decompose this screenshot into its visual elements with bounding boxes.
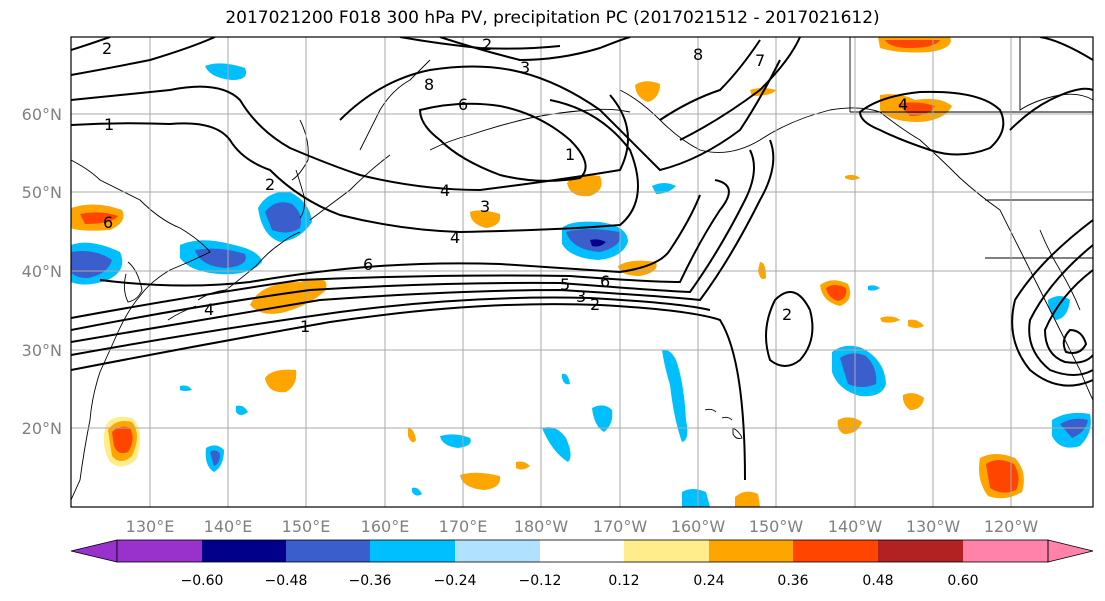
colorbar-extend-high (1047, 539, 1094, 563)
contour-label-2: 2 (102, 39, 112, 58)
map-title: 2017021200 F018 300 hPa PV, precipitatio… (225, 8, 880, 28)
lat-label-40n: 40°N (22, 262, 62, 281)
colorbar-swatch-1 (117, 540, 202, 562)
colorbar-tick: −0.48 (265, 573, 308, 589)
contour-label-7: 7 (755, 51, 765, 70)
contour-label-2c: 2 (590, 295, 600, 314)
colorbar-swatch-4 (370, 540, 456, 562)
lon-label-160w: 160°W (671, 517, 726, 536)
colorbar-swatch-3 (286, 540, 371, 562)
colorbar-extend-low (70, 539, 118, 563)
colorbar-swatch-2 (202, 540, 287, 562)
contour-label-6d: 6 (458, 95, 468, 114)
colorbar-swatch-6 (540, 540, 625, 562)
colorbar-tick: 0.24 (693, 573, 724, 589)
contour-label-1c: 1 (300, 317, 310, 336)
colorbar-tick: −0.24 (434, 573, 477, 589)
lon-label-120w: 120°W (984, 517, 1039, 536)
contour-label-8b: 8 (424, 75, 434, 94)
lon-label-160e: 160°E (361, 517, 410, 536)
lon-label-150w: 150°W (749, 517, 804, 536)
lon-label-130w: 130°W (906, 517, 961, 536)
colorbar-tick: 0.60 (947, 573, 978, 589)
colorbar-tick: −0.12 (519, 573, 562, 589)
colorbar-tick: −0.60 (181, 573, 224, 589)
colorbar-tick: −0.36 (349, 573, 392, 589)
latitude-labels: 60°N 50°N 40°N 30°N 20°N (22, 105, 62, 438)
lat-label-60n: 60°N (22, 105, 62, 124)
lat-lon-grid (71, 37, 1093, 507)
contour-label-4c: 4 (204, 300, 214, 319)
pv-contours (71, 37, 1093, 481)
contour-label-1: 1 (104, 115, 114, 134)
colorbar: −0.60 −0.48 −0.36 −0.24 −0.12 0.12 0.24 … (70, 539, 1094, 589)
contour-label-3: 3 (480, 197, 490, 216)
contour-label-4: 4 (440, 181, 450, 200)
contour-label-4b: 4 (450, 228, 460, 247)
lon-label-180w: 180°W (514, 517, 569, 536)
contour-label-3b: 3 (576, 287, 586, 306)
contour-label-6c: 6 (600, 272, 610, 291)
colorbar-tick: 0.12 (608, 573, 639, 589)
contour-label-2b: 2 (265, 175, 275, 194)
colorbar-tick: 0.36 (777, 573, 808, 589)
colorbar-swatch-9 (793, 540, 879, 562)
lat-label-30n: 30°N (22, 341, 62, 360)
contour-label-5: 5 (560, 275, 570, 294)
contour-label-2e: 2 (482, 35, 492, 54)
lon-label-170e: 170°E (439, 517, 488, 536)
contour-label-1b: 1 (565, 145, 575, 164)
colorbar-swatch-10 (878, 540, 963, 562)
lon-label-170w: 170°W (593, 517, 648, 536)
contour-label-6b: 6 (363, 255, 373, 274)
lon-label-140w: 140°W (828, 517, 883, 536)
contour-label-8: 8 (693, 45, 703, 64)
colorbar-swatch-5 (455, 540, 540, 562)
contour-label-2d: 2 (782, 305, 792, 324)
colorbar-tick: 0.48 (862, 573, 893, 589)
colorbar-swatch-8 (709, 540, 794, 562)
lon-label-140e: 140°E (204, 517, 253, 536)
contour-labels: 1 1 1 2 2 2 2 2 3 3 3 4 4 4 4 5 6 6 6 6 … (102, 35, 908, 336)
lat-label-20n: 20°N (22, 419, 62, 438)
lon-label-130e: 130°E (126, 517, 175, 536)
colorbar-swatch-7 (624, 540, 709, 562)
longitude-labels: 130°E 140°E 150°E 160°E 170°E 180°W 170°… (126, 517, 1039, 536)
lon-label-150e: 150°E (282, 517, 331, 536)
contour-label-6: 6 (103, 213, 113, 232)
contour-label-3c: 3 (520, 58, 530, 77)
colorbar-swatch-11 (963, 540, 1048, 562)
lat-label-50n: 50°N (22, 183, 62, 202)
contour-label-4d: 4 (898, 95, 908, 114)
